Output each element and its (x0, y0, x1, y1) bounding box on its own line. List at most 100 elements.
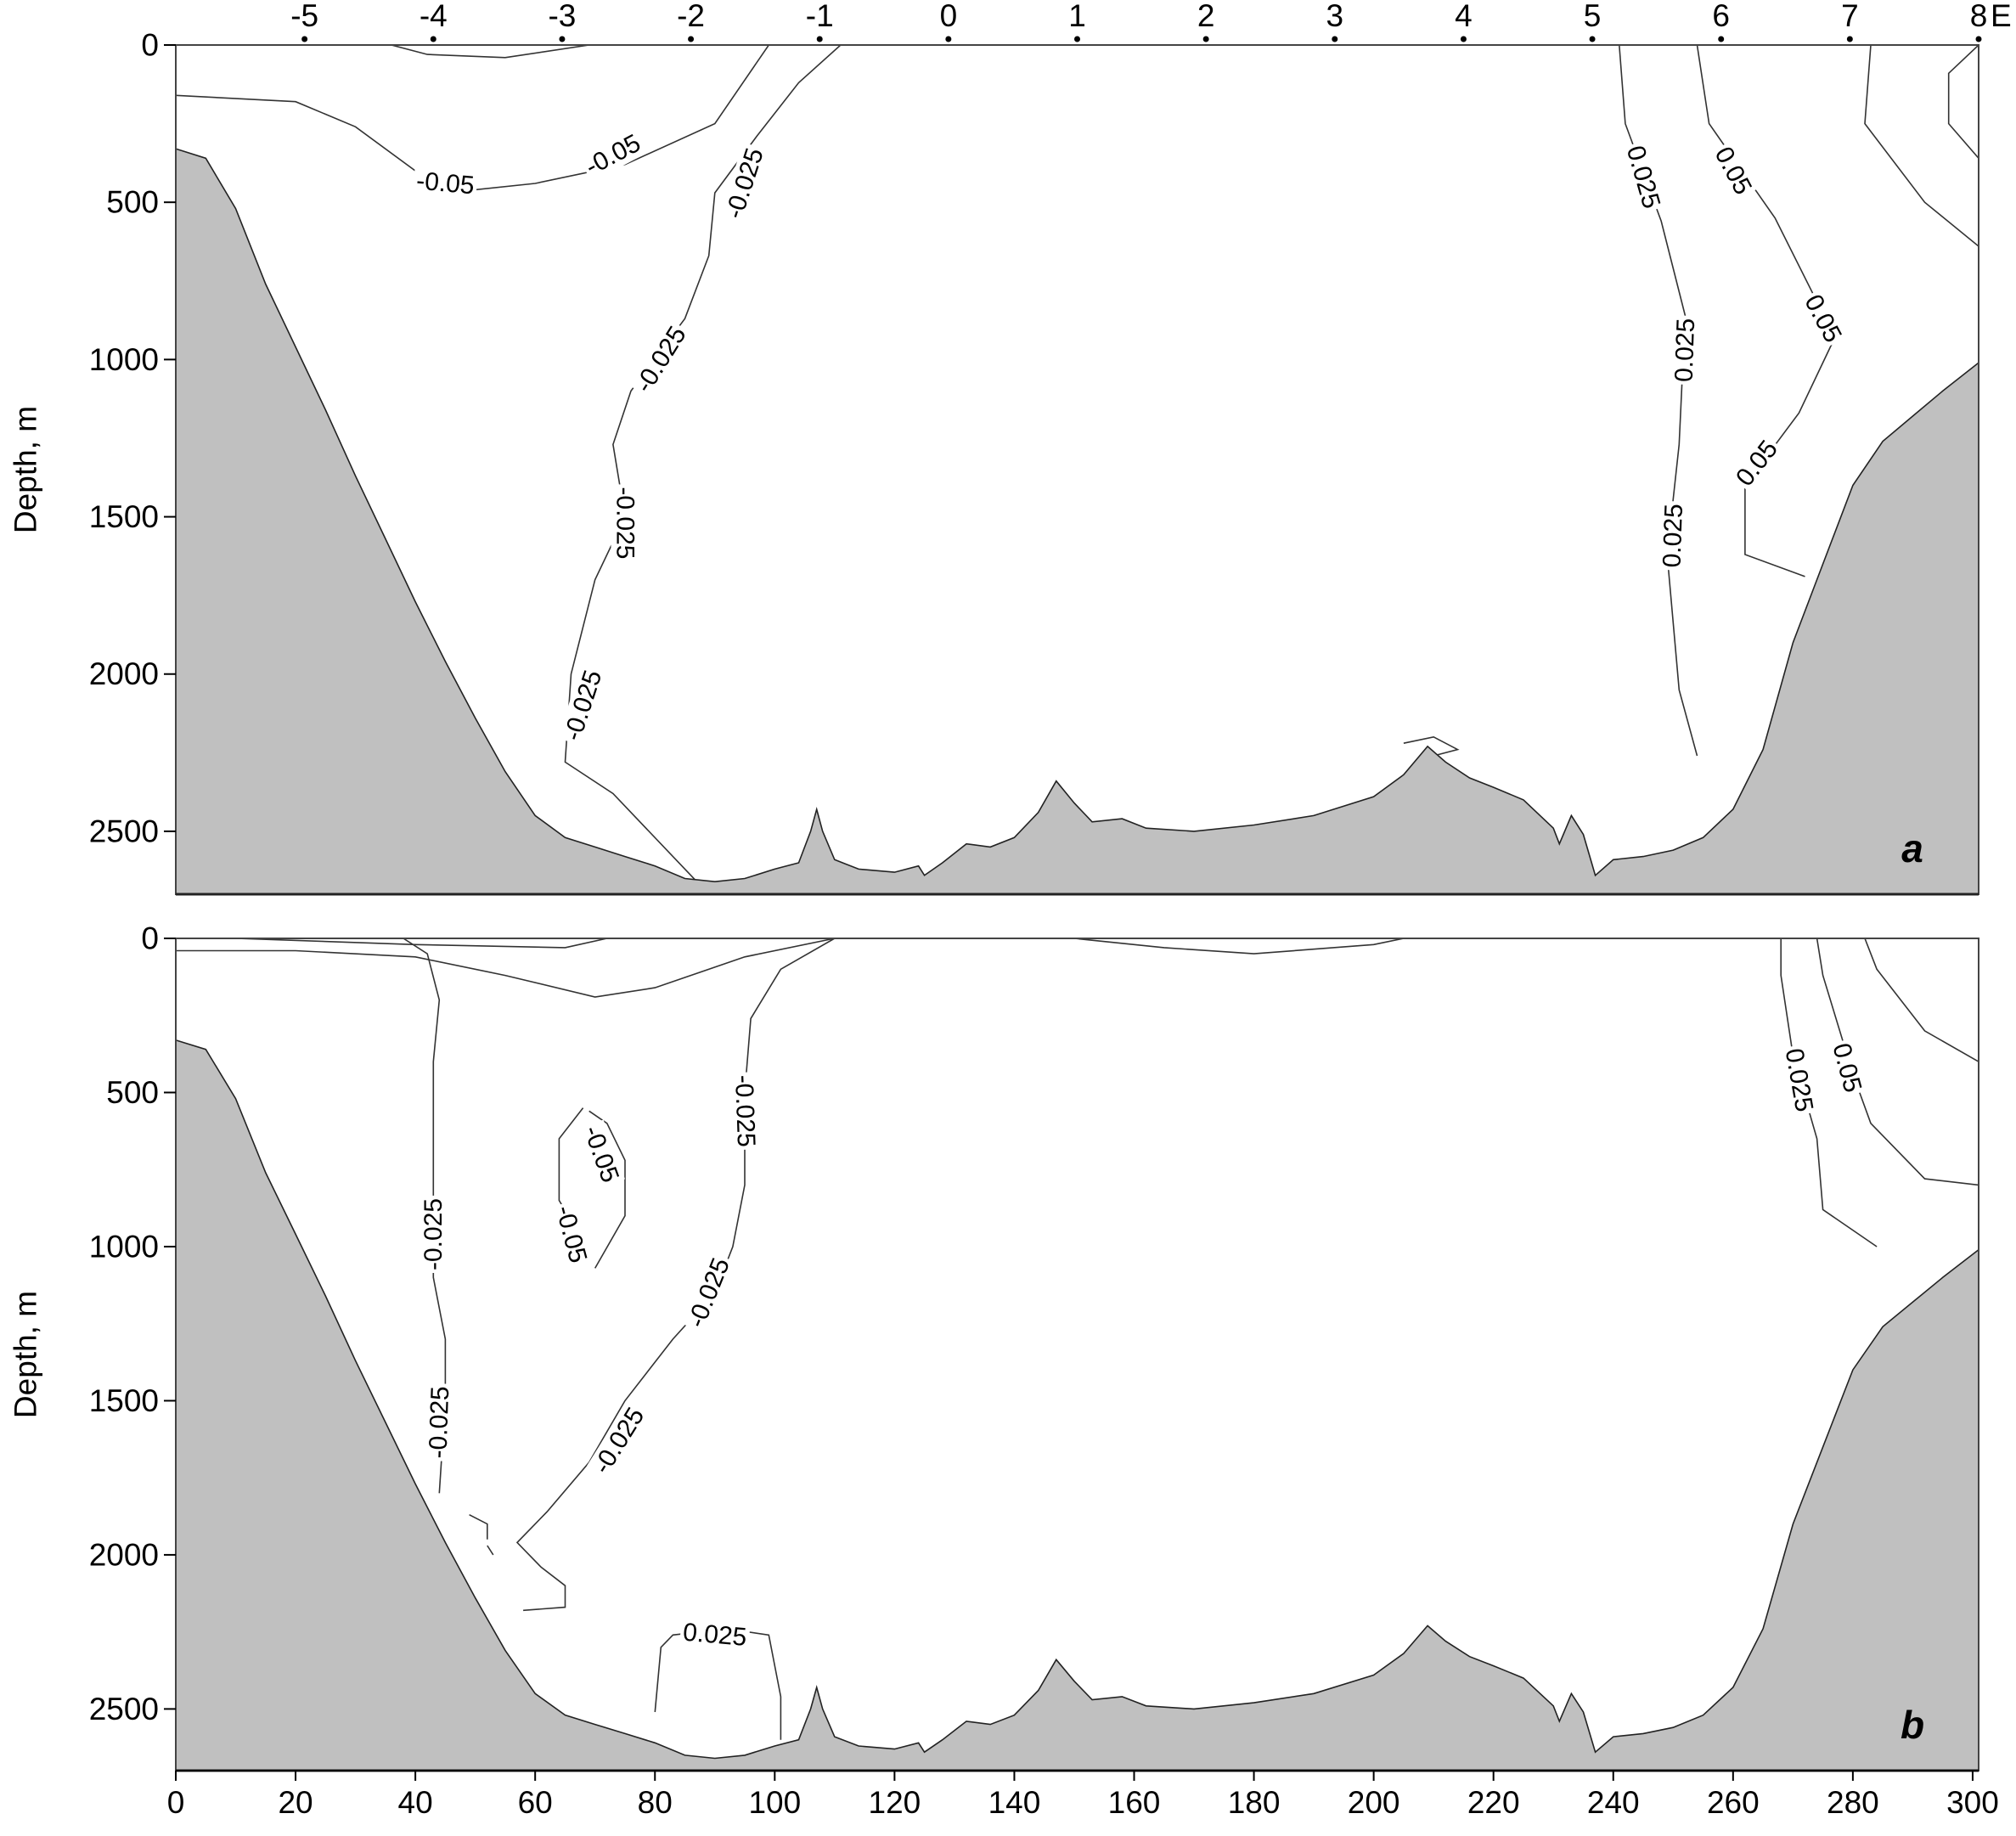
contour-label: 0.05 (1827, 1040, 1867, 1095)
contour-label: -0.025 (630, 322, 692, 398)
contour-label: 0.025 (1621, 143, 1665, 211)
contour-label: -0.05 (581, 129, 645, 181)
top-tick-dot (1975, 36, 1982, 42)
panel-letter: a (1901, 826, 1923, 870)
contour-line (176, 938, 835, 998)
y-tick-label: 500 (106, 1075, 159, 1110)
y-tick-label: 2500 (89, 1692, 159, 1726)
x-tick-label: 120 (869, 1785, 921, 1820)
contour-label: -0.025 (682, 1254, 735, 1332)
y-tick-label: 2500 (89, 814, 159, 848)
y-tick-label: 0 (141, 921, 159, 956)
top-tick-label: 7 (1841, 0, 1859, 33)
x-tick-label: 200 (1348, 1785, 1400, 1820)
top-axis-unit-label: E (1991, 0, 2012, 33)
x-tick-label: 20 (278, 1785, 313, 1820)
seafloor-bathymetry (176, 1039, 1979, 1771)
contour-line (235, 938, 607, 949)
contour-line (588, 1110, 626, 1269)
x-tick-label: 40 (398, 1785, 433, 1820)
x-tick-label: 300 (1946, 1785, 1999, 1820)
top-tick-dot (1718, 36, 1725, 42)
y-tick-label: 500 (106, 185, 159, 220)
contour-label: -0.025 (420, 1198, 448, 1270)
contour-line (403, 938, 447, 1494)
contour-line (1864, 938, 1979, 1062)
top-tick-label: 3 (1326, 0, 1343, 33)
axes: 0 20 40 60 80 100 120 140 160 180 200 220 240 260 280 3… (167, 0, 2012, 1820)
contour-label: 0.025 (1780, 1046, 1819, 1114)
x-tick-label: 240 (1587, 1785, 1640, 1820)
contour-label: -0.025 (720, 144, 769, 222)
top-tick-label: -2 (677, 0, 705, 33)
contour-label: -0.025 (559, 667, 608, 744)
y-tick-label: 0 (141, 28, 159, 63)
contour-line (1073, 938, 1405, 955)
top-tick-label: -1 (806, 0, 834, 33)
contour-line (391, 45, 589, 59)
contour-label: -0.05 (578, 1122, 624, 1186)
x-tick-label: 80 (638, 1785, 673, 1820)
contour-line (515, 938, 836, 1612)
x-tick-label: 260 (1707, 1785, 1760, 1820)
panel-a: -0.05 -0.05 -0.025 -0.025 -0.025 -0.025 0.025 0… (8, 28, 1979, 896)
x-tick-label: 160 (1108, 1785, 1161, 1820)
top-tick-dot (1589, 36, 1596, 42)
contour-label: -0.025 (611, 487, 639, 559)
contour-label: 0.025 (682, 1619, 748, 1652)
contour-label: 0.025 (1670, 318, 1701, 382)
top-tick-label: 5 (1584, 0, 1602, 33)
top-tick-dot (1332, 36, 1338, 42)
contour-line (1947, 45, 1979, 159)
top-tick-label: -4 (420, 0, 448, 33)
top-tick-dot (559, 36, 566, 42)
contour-label: 0.025 (1658, 504, 1688, 568)
seafloor-bathymetry (176, 148, 1979, 894)
contour-line (1816, 938, 1979, 1186)
top-tick-dot (430, 36, 436, 42)
contour-label: -0.05 (550, 1202, 593, 1266)
top-tick-dot (688, 36, 695, 42)
top-tick-dot (1846, 36, 1853, 42)
top-tick-dot (1074, 36, 1080, 42)
y-axis-title: Depth, m (8, 406, 43, 533)
x-tick-label: 140 (988, 1785, 1041, 1820)
top-tick-label: 2 (1197, 0, 1215, 33)
contour-label: -0.025 (588, 1403, 650, 1479)
top-tick-dot (945, 36, 952, 42)
contour-line (176, 45, 769, 191)
top-tick-label: 8 (1970, 0, 1988, 33)
top-tick-label: 4 (1455, 0, 1473, 33)
y-tick-label: 1500 (89, 499, 159, 534)
contour-line (487, 1545, 494, 1556)
top-tick-dot (1460, 36, 1467, 42)
top-tick-label: 6 (1712, 0, 1730, 33)
x-tick-label: 180 (1228, 1785, 1281, 1820)
x-tick-label: 220 (1467, 1785, 1520, 1820)
top-tick-label: -5 (290, 0, 318, 33)
contour-label: -0.025 (729, 1074, 760, 1147)
top-tick-label: 0 (940, 0, 958, 33)
y-tick-label: 2000 (89, 656, 159, 691)
y-tick-label: 1500 (89, 1383, 159, 1418)
contour-label: -0.025 (424, 1386, 454, 1459)
top-tick-dot (816, 36, 823, 42)
contour-line (1403, 735, 1460, 757)
x-tick-label: 60 (518, 1785, 553, 1820)
x-tick-label: 100 (748, 1785, 801, 1820)
top-tick-label: 1 (1068, 0, 1086, 33)
panel-b: -0.025 -0.05 -0.05 -0.025 -0.025 -0.025 -0.025… (8, 921, 1979, 1772)
panel-letter: b (1901, 1703, 1924, 1747)
contour-label: -0.05 (415, 167, 476, 200)
y-tick-label: 1000 (89, 1229, 159, 1264)
x-tick-label: 280 (1827, 1785, 1879, 1820)
y-tick-label: 2000 (89, 1537, 159, 1572)
top-tick-dot (1202, 36, 1209, 42)
contour-line (469, 1513, 488, 1540)
x-tick-label: 0 (167, 1785, 185, 1820)
y-tick-label: 1000 (89, 342, 159, 377)
top-tick-dot (301, 36, 308, 42)
y-axis-title: Depth, m (8, 1291, 43, 1418)
contour-line (1696, 45, 1836, 577)
